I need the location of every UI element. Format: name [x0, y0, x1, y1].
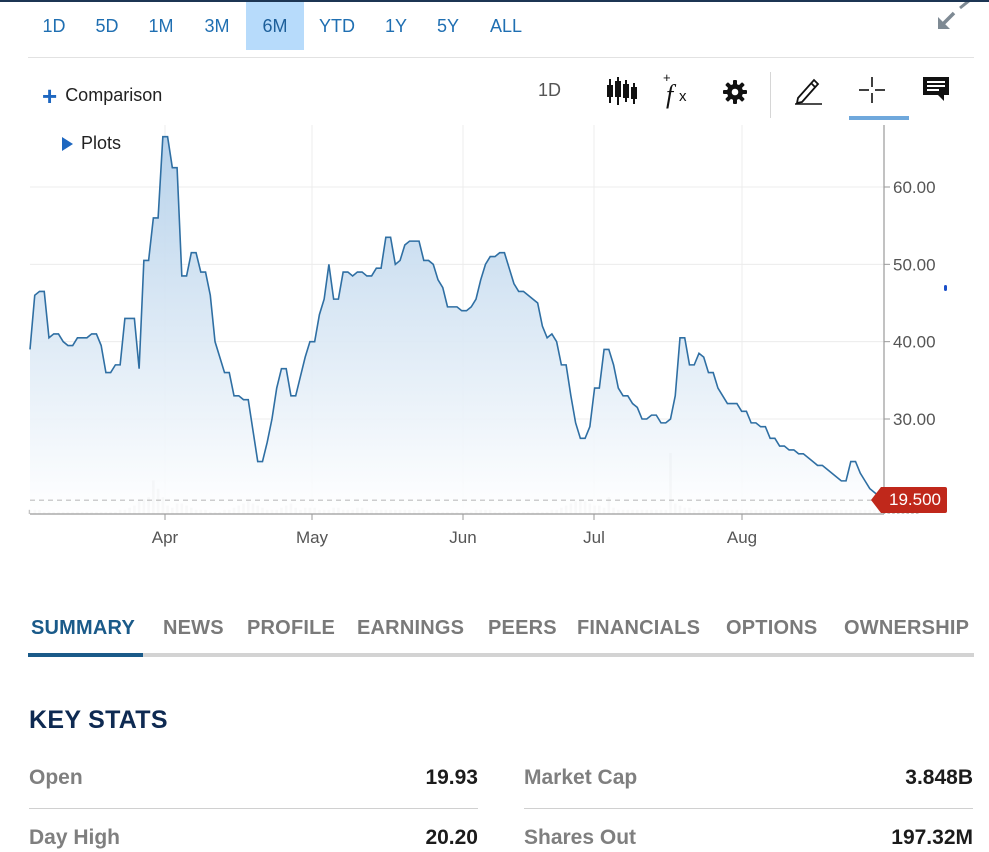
- range-tabs: 1D 5D 1M 3M 6M YTD 1Y 5Y ALL: [28, 2, 538, 50]
- range-tab-ytd[interactable]: YTD: [319, 15, 355, 36]
- draw-pencil-icon[interactable]: [792, 74, 824, 106]
- range-tab-3m[interactable]: 3M: [204, 15, 230, 36]
- stat-value-market-cap: 3.848B: [905, 766, 973, 789]
- x-tick-label: Jul: [583, 528, 605, 547]
- stat-label-market-cap: Market Cap: [524, 766, 638, 789]
- tab-news[interactable]: NEWS: [163, 616, 224, 639]
- active-tab-indicator: [28, 653, 143, 657]
- crosshair-icon[interactable]: [858, 76, 886, 104]
- stat-divider: [29, 808, 478, 809]
- last-price-label: 19.500: [889, 490, 941, 509]
- interval-selector[interactable]: 1D: [538, 80, 562, 100]
- last-price-badge: 19.500: [871, 487, 947, 513]
- plus-icon: +: [42, 80, 58, 111]
- tab-summary[interactable]: SUMMARY: [31, 616, 135, 639]
- stat-label-open: Open: [29, 766, 83, 789]
- scroll-marker: [944, 285, 947, 291]
- expand-triangle-icon: [62, 136, 73, 151]
- range-tab-1m[interactable]: 1M: [148, 15, 174, 36]
- svg-text:x: x: [679, 88, 687, 105]
- tab-profile[interactable]: PROFILE: [247, 616, 336, 639]
- expand-icon[interactable]: [934, 0, 974, 32]
- comparison-button[interactable]: + Comparison: [42, 80, 163, 111]
- range-tab-1y[interactable]: 1Y: [384, 15, 408, 36]
- svg-text:+: +: [663, 72, 671, 85]
- range-tab-5y[interactable]: 5Y: [436, 15, 460, 36]
- comparison-label: Comparison: [65, 85, 163, 105]
- range-tab-all[interactable]: ALL: [489, 15, 523, 36]
- price-area: [30, 136, 884, 514]
- svg-text:f: f: [666, 80, 677, 109]
- y-tick-label: 40.00: [893, 333, 936, 352]
- studies-fx-icon[interactable]: + f x: [660, 72, 696, 110]
- quote-nav-tabs: SUMMARY NEWS PROFILE EARNINGS PEERS FINA…: [28, 606, 974, 658]
- toolbar-divider: [770, 72, 771, 118]
- tab-options[interactable]: OPTIONS: [726, 616, 818, 639]
- plots-toggle[interactable]: Plots: [62, 133, 121, 154]
- stat-value-open: 19.93: [425, 766, 478, 789]
- candlestick-icon[interactable]: [604, 75, 640, 107]
- price-chart[interactable]: 60.00 50.00 40.00 30.00 Apr May Jun Jul Aug: [0, 120, 989, 560]
- range-tab-5d[interactable]: 5D: [95, 15, 119, 36]
- range-tab-6m[interactable]: 6M: [246, 2, 304, 50]
- plots-label: Plots: [81, 133, 122, 153]
- divider: [28, 57, 974, 58]
- y-axis-ticks: 60.00 50.00 40.00 30.00: [884, 178, 936, 429]
- y-tick-label: 60.00: [893, 178, 936, 197]
- x-tick-label: May: [296, 528, 329, 547]
- settings-gear-icon[interactable]: [722, 79, 748, 105]
- y-tick-label: 30.00: [893, 410, 936, 429]
- x-tick-label: Jun: [449, 528, 476, 547]
- key-stats-title: KEY STATS: [29, 706, 168, 734]
- x-tick-label: Aug: [727, 528, 757, 547]
- tab-earnings[interactable]: EARNINGS: [357, 616, 465, 639]
- tab-ownership[interactable]: OWNERSHIP: [844, 616, 970, 639]
- stat-label-day-high: Day High: [29, 826, 121, 849]
- tab-peers[interactable]: PEERS: [488, 616, 557, 639]
- x-axis-ticks: Apr May Jun Jul Aug: [152, 514, 757, 547]
- range-tab-1d[interactable]: 1D: [42, 15, 66, 36]
- top-border: [0, 0, 989, 2]
- stat-divider: [524, 808, 973, 809]
- tab-financials[interactable]: FINANCIALS: [577, 616, 701, 639]
- y-tick-label: 50.00: [893, 255, 936, 274]
- comment-icon[interactable]: [922, 76, 950, 102]
- tabs-divider: [28, 653, 974, 657]
- stat-value-day-high: 20.20: [425, 826, 478, 849]
- stat-label-shares-out: Shares Out: [524, 826, 637, 849]
- price-line: [29, 135, 885, 501]
- x-tick-label: Apr: [152, 528, 179, 547]
- stat-value-shares-out: 197.32M: [891, 826, 973, 849]
- crosshair-active-indicator: [849, 116, 909, 120]
